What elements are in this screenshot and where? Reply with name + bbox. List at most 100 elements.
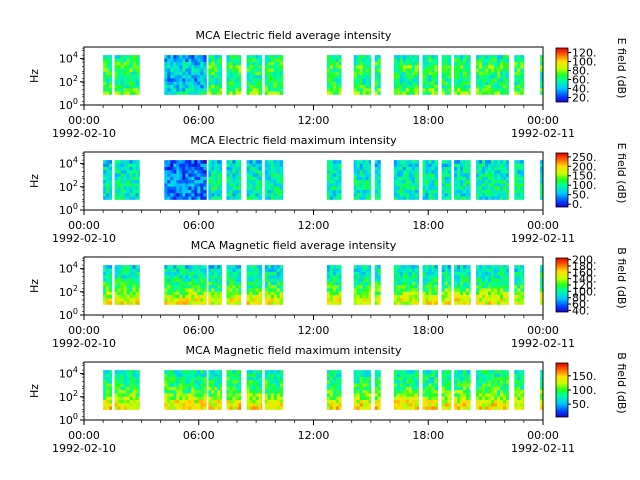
spectrogram-cell — [428, 91, 432, 95]
spectrogram-cell — [368, 278, 372, 282]
spectrogram-cell — [188, 78, 192, 82]
spectrogram-cell — [167, 84, 171, 89]
spectrogram-cell — [188, 186, 192, 190]
spectrogram-cell — [338, 160, 342, 164]
spectrogram-cell — [417, 61, 419, 66]
spectrogram-cell — [396, 68, 401, 72]
spectrogram-cell — [414, 281, 419, 286]
spectrogram-cell — [167, 78, 171, 82]
spectrogram-cell — [514, 173, 518, 177]
spectrogram-cell — [469, 58, 471, 62]
spectrogram-cell — [214, 288, 218, 292]
spectrogram-cell — [362, 393, 366, 397]
spectrogram-cell — [264, 68, 269, 72]
spectrogram-cell — [326, 370, 331, 374]
spectrogram-cell — [506, 58, 509, 62]
spectrogram-cell — [117, 291, 121, 295]
spectrogram-cell — [399, 383, 404, 387]
spectrogram-cell — [520, 84, 524, 89]
spectrogram-cell — [365, 173, 369, 177]
spectrogram-cell — [182, 376, 186, 381]
spectrogram-cell — [173, 192, 177, 197]
spectrogram-cell — [273, 55, 278, 59]
spectrogram-cell — [235, 166, 239, 171]
spectrogram-cell — [431, 288, 435, 292]
spectrogram-cell — [267, 402, 272, 407]
spectrogram-cell — [135, 183, 139, 187]
spectrogram-cell — [374, 91, 378, 95]
spectrogram-cell — [191, 297, 195, 302]
spectrogram-cell — [185, 406, 189, 410]
spectrogram-cell — [338, 183, 342, 187]
spectrogram-cell — [359, 160, 363, 164]
spectrogram-cell — [488, 183, 492, 187]
spectrogram-cell — [279, 294, 284, 299]
spectrogram-cell — [235, 84, 239, 89]
spectrogram-cell — [191, 186, 195, 190]
spectrogram-cell — [393, 189, 398, 194]
spectrogram-cell — [270, 81, 275, 85]
spectrogram-cell — [408, 183, 413, 187]
spectrogram-cell — [431, 173, 435, 177]
spectrogram-cell — [273, 294, 278, 299]
spectrogram-cell — [353, 189, 357, 194]
spectrogram-cell — [500, 179, 504, 184]
spectrogram-cell — [264, 183, 269, 187]
spectrogram-cell — [135, 389, 139, 394]
spectrogram-cell — [454, 284, 458, 289]
spectrogram-cell — [132, 160, 136, 164]
spectrogram-cell — [444, 196, 448, 200]
spectrogram-cell — [335, 176, 340, 181]
spectrogram-cell — [503, 288, 507, 292]
spectrogram-cell — [179, 389, 183, 394]
spectrogram-cell — [359, 288, 363, 292]
spectrogram-cell — [191, 271, 195, 276]
spectrogram-cell — [425, 160, 429, 164]
spectrogram-cell — [270, 291, 275, 295]
spectrogram-cell — [103, 61, 107, 66]
spectrogram-cell — [182, 189, 186, 194]
spectrogram-cell — [191, 288, 195, 292]
spectrogram-cell — [129, 55, 133, 59]
spectrogram-cell — [460, 278, 464, 282]
spectrogram-cell — [214, 91, 218, 95]
spectrogram-cell — [428, 396, 432, 400]
spectrogram-cell — [235, 189, 239, 194]
spectrogram-cell — [106, 74, 110, 79]
spectrogram-cell — [138, 192, 140, 197]
spectrogram-cell — [217, 379, 221, 384]
spectrogram-cell — [106, 297, 110, 302]
spectrogram-cell — [408, 294, 413, 299]
spectrogram-cell — [167, 284, 171, 289]
spectrogram-cell — [454, 55, 458, 59]
spectrogram-cell — [444, 55, 448, 59]
spectrogram-cell — [540, 169, 543, 174]
spectrogram-cell — [517, 265, 521, 269]
spectrogram-cell — [255, 163, 259, 167]
x-tick-label: 00:00 — [527, 219, 559, 232]
y-tick-exponent: 4 — [73, 156, 78, 165]
spectrogram-cell — [414, 379, 419, 384]
spectrogram-cell — [106, 406, 110, 410]
spectrogram-cell — [503, 173, 507, 177]
spectrogram-cell — [494, 173, 498, 177]
spectrogram-cell — [188, 278, 192, 282]
spectrogram-cell — [466, 189, 470, 194]
spectrogram-cell — [503, 87, 507, 92]
spectrogram-cell — [106, 288, 110, 292]
spectrogram-cell — [129, 268, 133, 272]
spectrogram-cell — [374, 196, 378, 200]
spectrogram-cell — [454, 183, 458, 187]
spectrogram-cell — [454, 370, 458, 374]
spectrogram-cell — [191, 183, 195, 187]
spectrogram-cell — [393, 301, 398, 305]
colorbar-tick-label: 0. — [572, 198, 583, 211]
spectrogram-cell — [185, 294, 189, 299]
spectrogram-cell — [365, 55, 369, 59]
spectrogram-cell — [258, 64, 262, 69]
spectrogram-cell — [466, 278, 470, 282]
spectrogram-cell — [258, 163, 262, 167]
spectrogram-cell — [211, 379, 215, 384]
spectrogram-cell — [396, 268, 401, 272]
spectrogram-cell — [500, 87, 504, 92]
